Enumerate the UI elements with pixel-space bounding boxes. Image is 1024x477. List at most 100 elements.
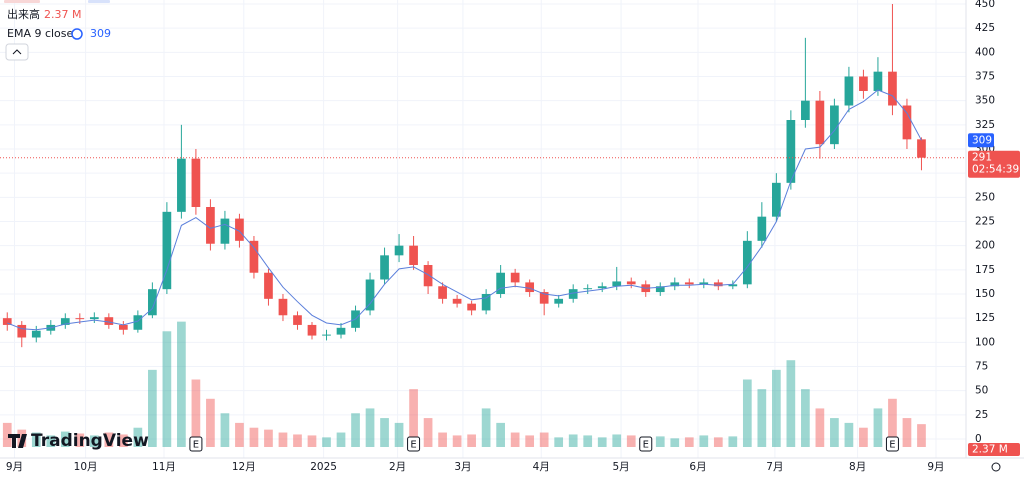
ema-line [7,89,922,331]
candle-body [525,282,535,293]
candle-body [60,318,70,325]
y-tick-label: 400 [975,46,995,58]
volume-bar [206,398,215,447]
candle-body [655,286,665,293]
price-badge-label: 291 [972,152,992,164]
volume-bar [118,434,128,447]
volume-bar [365,408,375,447]
y-tick-label: 0 [975,433,982,445]
y-tick-label: 375 [975,71,995,83]
volume-badge [968,443,1020,456]
y-tick-label: 175 [975,264,995,276]
x-tick-label: 11月 [152,461,176,473]
volume-bar [772,369,781,447]
candle-body [89,317,99,320]
volume-bar [235,422,244,447]
y-tick-label: 225 [975,216,995,228]
volume-legend-name: 出来高 [7,7,40,21]
volume-bar [844,422,854,447]
volume-bar [830,418,839,447]
volume-bar [46,435,56,447]
volume-bar [2,422,12,447]
legend-tab [4,0,40,3]
y-tick-label: 350 [975,95,995,107]
event-label: E [643,440,649,451]
x-tick-label: 8月 [849,461,866,473]
candle-body [191,158,201,207]
candle-body [539,292,549,304]
x-tick-label: 9月 [927,461,944,473]
y-tick-label: 325 [975,119,995,131]
y-tick-label: 425 [975,22,995,34]
candle-body [873,71,883,91]
candle-body [568,289,578,299]
candle-body [452,298,462,304]
volume-bar [133,427,143,447]
candle-body [757,216,767,241]
volume-bar [351,413,360,447]
ema-legend-value: 309 [90,27,111,40]
event-label: E [889,440,895,451]
candle-body [801,100,810,120]
volume-bar [264,429,273,447]
volume-bar [60,431,70,447]
volume-bar [409,389,418,447]
candle-body [162,211,172,290]
volume-bar [655,436,665,447]
candle-body [438,286,447,299]
collapse-button[interactable] [5,43,29,61]
sync-icon[interactable] [71,28,83,40]
candle-body [554,298,564,304]
candle-body [917,139,926,158]
candle-body [235,218,244,241]
brand-logo [8,434,27,448]
grid [0,0,966,458]
volume-bar [191,379,201,447]
x-tick-label: 7月 [766,461,783,473]
x-tick-label: 9月 [6,461,23,473]
volume-bar [380,418,389,447]
event-marker [885,436,899,452]
volume-bar [742,379,752,447]
volume-bar [452,435,462,447]
volume-bar [220,413,230,447]
volume-legend-value: 2.37 M [44,8,81,21]
candle-body [815,100,825,145]
y-tick-label: 75 [975,361,988,373]
candle-body [830,105,839,145]
ema-badge [968,133,994,148]
candle-body [17,324,27,338]
volume-bar [249,427,259,447]
x-tick-label: 2月 [389,461,406,473]
volume-bar [612,434,622,447]
volume-bar [307,435,317,447]
y-tick-label: 125 [975,312,995,324]
volume-bar [496,422,505,447]
candle-body [728,284,738,287]
candle-body [206,207,215,244]
volume-bar [684,437,694,447]
volume-bar [467,434,476,447]
volume-bar [322,437,331,447]
volume-bar [801,389,810,447]
volume-bar [539,432,549,447]
candle-body [583,288,593,290]
candle-body [626,281,636,285]
candle-body [322,334,331,336]
candle-body [888,71,897,106]
event-label: E [410,440,416,451]
candle-body [394,245,404,256]
candle-body [336,327,346,335]
x-tick-label: 10月 [74,461,98,473]
candle-body [148,289,157,316]
candle-body [510,272,520,283]
volume-bar [583,435,593,447]
volume-bar [423,418,433,447]
x-tick-label: 5月 [612,461,629,473]
settings-icon[interactable] [991,462,1001,472]
volume-bar [728,436,738,447]
event-marker [407,436,421,452]
event-marker [189,436,203,452]
candle-body [496,272,505,294]
candle-body [264,272,273,299]
